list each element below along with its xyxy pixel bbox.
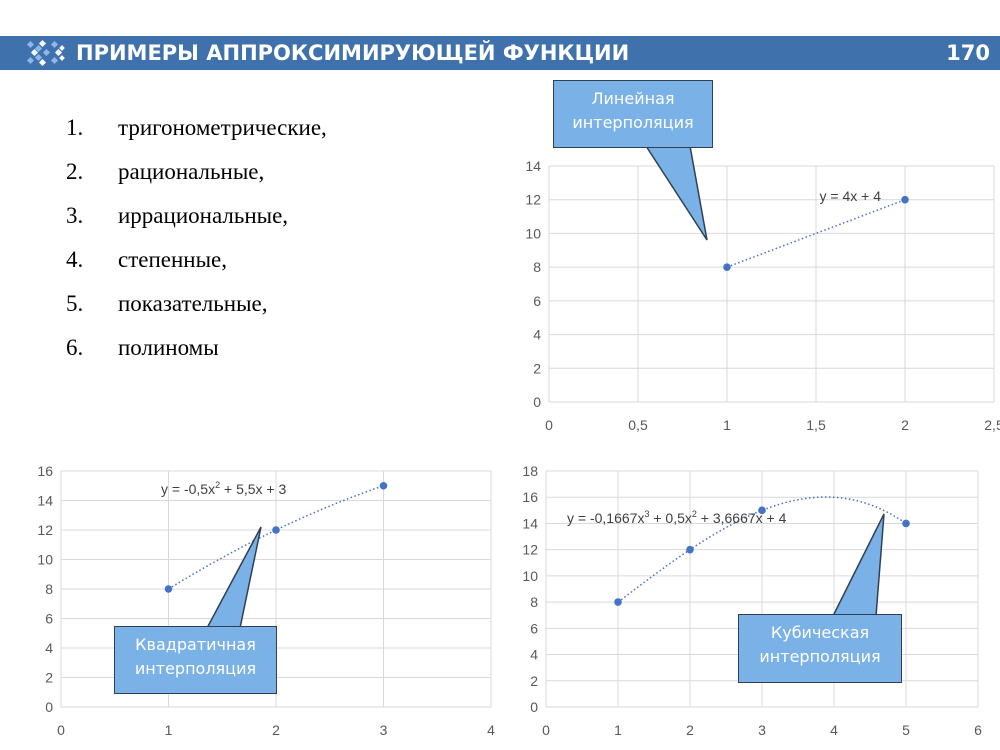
equation-label: y = -0,5x2 + 5,5x + 3	[161, 480, 286, 497]
x-tick-label: 0	[57, 722, 65, 738]
x-tick-label: 1	[165, 722, 173, 738]
page-number: 170	[946, 41, 990, 65]
list-item: 1. тригонометрические,	[66, 110, 327, 154]
trendline	[168, 485, 384, 590]
x-tick-label: 2	[272, 722, 280, 738]
list-item-number: 5.	[66, 291, 84, 316]
list-item: 2. рациональные,	[66, 154, 327, 198]
x-tick-label: 6	[974, 722, 982, 738]
y-tick-label: 14	[37, 493, 53, 509]
list-item: 3. иррациональные,	[66, 198, 327, 242]
y-tick-label: 14	[525, 158, 541, 174]
y-tick-label: 16	[37, 463, 53, 479]
x-tick-label: 1,5	[806, 417, 826, 433]
linear-interpolation-chart: 0 2 4 6 8 10 12 14 0 0,5 1 1,5 2 2,5 y = 4x + 4	[525, 158, 1000, 433]
data-point	[901, 195, 909, 204]
data-point	[723, 263, 731, 271]
y-tick-label: 4	[533, 327, 541, 343]
callout-line-1: Кубическая	[770, 623, 870, 642]
slide-title: ПРИМЕРЫ АППРОКСИМИРУЮЩЕЙ ФУНКЦИИ	[76, 41, 630, 65]
data-point	[164, 585, 173, 593]
y-tick-label: 6	[530, 620, 538, 636]
y-tick-label: 4	[530, 647, 538, 663]
list-item-number: 3.	[66, 203, 84, 228]
x-tick-label: 1	[614, 722, 622, 738]
list-item-text: тригонометрические,	[118, 115, 327, 140]
data-point	[272, 526, 280, 534]
y-tick-label: 6	[45, 611, 53, 627]
list-item-text: иррациональные,	[118, 203, 289, 228]
y-tick-label: 2	[533, 360, 541, 376]
list-item: 6. полиномы	[66, 330, 327, 374]
equation-label: y = -0,1667x3 + 0,5x2 + 3,6667x + 4	[567, 509, 787, 526]
list-item-number: 1.	[66, 115, 84, 140]
x-tick-label: 0,5	[628, 417, 648, 433]
x-tick-label: 2,5	[984, 417, 1000, 433]
data-point	[758, 506, 766, 515]
trendline	[617, 496, 907, 603]
list-item-number: 4.	[66, 247, 84, 272]
callout-line-1: Квадратичная	[135, 635, 256, 654]
y-tick-label: 10	[522, 568, 538, 584]
list-item: 4. степенные,	[66, 242, 327, 286]
y-tick-label: 0	[45, 699, 53, 715]
data-point	[379, 481, 388, 490]
y-tick-label: 2	[530, 673, 538, 689]
y-tick-label: 12	[37, 522, 53, 538]
y-tick-label: 16	[522, 489, 538, 505]
callout-line-1: Линейная	[591, 89, 675, 108]
quadratic-interpolation-callout: Квадратичная интерполяция	[114, 626, 277, 694]
list-item: 5. показательные,	[66, 286, 327, 330]
list-item-number: 6.	[66, 335, 84, 360]
y-tick-label: 10	[37, 552, 53, 568]
list-item-text: показательные,	[118, 291, 268, 316]
x-tick-label: 3	[380, 722, 388, 738]
callout-line-2: интерполяция	[134, 659, 257, 678]
list-item-text: рациональные,	[118, 159, 265, 184]
y-tick-label: 0	[530, 699, 538, 715]
x-tick-label: 5	[902, 722, 910, 738]
arrows-logo-icon	[26, 39, 65, 67]
y-tick-label: 8	[533, 259, 541, 275]
x-tick-label: 4	[487, 722, 495, 738]
data-point	[614, 598, 622, 606]
list-item-text: степенные,	[118, 247, 228, 272]
y-tick-label: 0	[533, 394, 541, 410]
x-tick-label: 1	[723, 417, 731, 433]
equation-label: y = 4x + 4	[820, 188, 882, 204]
y-tick-label: 14	[522, 515, 538, 531]
y-tick-label: 8	[45, 581, 53, 597]
slide-header: ПРИМЕРЫ АППРОКСИМИРУЮЩЕЙ ФУНКЦИИ 170	[0, 36, 1000, 70]
data-point	[902, 519, 910, 528]
x-tick-label: 0	[542, 722, 550, 738]
callout-line-2: интерполяция	[572, 113, 694, 132]
list-item-text: полиномы	[118, 335, 219, 360]
y-tick-label: 2	[45, 670, 53, 686]
y-tick-label: 6	[533, 293, 541, 309]
cubic-interpolation-callout: Кубическая интерполяция	[738, 614, 902, 683]
x-tick-label: 4	[830, 722, 838, 738]
list-item-number: 2.	[66, 159, 84, 184]
callout-line-2: интерполяция	[759, 647, 881, 666]
x-tick-label: 2	[686, 722, 694, 738]
x-tick-label: 0	[545, 417, 553, 433]
y-tick-label: 8	[530, 594, 538, 610]
y-tick-label: 4	[45, 640, 53, 656]
y-tick-label: 18	[522, 463, 538, 479]
linear-interpolation-callout: Линейная интерполяция	[553, 80, 713, 148]
y-tick-label: 12	[525, 192, 541, 208]
y-tick-label: 12	[522, 542, 538, 558]
x-tick-label: 2	[901, 417, 909, 433]
y-tick-label: 10	[525, 225, 541, 241]
data-point	[686, 545, 694, 554]
function-types-list: 1. тригонометрические, 2. рациональные, 3.…	[66, 110, 327, 374]
x-tick-label: 3	[758, 722, 766, 738]
